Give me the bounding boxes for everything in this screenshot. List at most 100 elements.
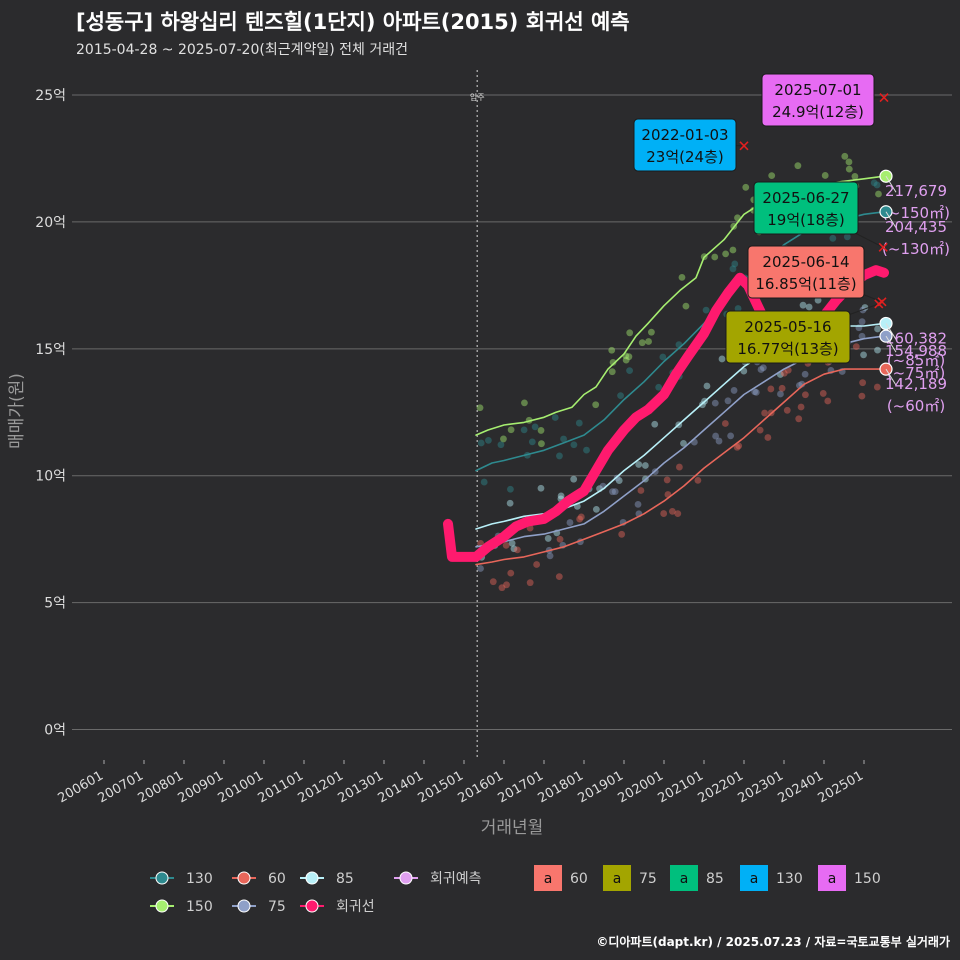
transaction-point: [759, 364, 767, 372]
chart-subtitle: 2015-04-28 ~ 2025-07-20(최근계약일) 전체 거래건: [76, 42, 408, 58]
transaction-point: [477, 565, 484, 572]
transaction-point: [730, 387, 738, 394]
grid: 입주: [72, 70, 952, 760]
legend-label: 75: [268, 899, 286, 915]
transaction-point: [507, 485, 514, 493]
legend-box-label: 130: [776, 871, 803, 887]
transaction-point: [660, 510, 668, 517]
legend-box-glyph: a: [828, 871, 837, 887]
x-tick-label: 201701: [496, 768, 546, 806]
transaction-point: [764, 434, 772, 441]
transaction-point: [537, 484, 545, 492]
transaction-point: [729, 246, 737, 254]
transaction-point: [500, 435, 507, 443]
callout-date: 2025-07-01: [774, 81, 861, 99]
transaction-point: [609, 488, 616, 496]
transaction-point: [575, 419, 583, 427]
transaction-point: [668, 507, 676, 515]
y-tick-label: 5억: [44, 596, 66, 612]
transaction-point: [858, 392, 866, 400]
transaction-point: [617, 392, 624, 400]
legend-box-label: 150: [854, 871, 881, 887]
record-x-mark: [878, 242, 888, 252]
transaction-point: [873, 181, 881, 189]
x-tick-label: 202001: [616, 768, 666, 806]
x-tick-label: 202101: [656, 768, 706, 806]
transaction-point: [622, 356, 630, 364]
legend-box-glyph: a: [613, 871, 622, 887]
transaction-point: [724, 397, 732, 405]
transaction-point: [645, 338, 652, 345]
transaction-point: [797, 403, 805, 411]
transaction-point: [526, 579, 534, 587]
transaction-point: [682, 302, 690, 310]
x-tick-label: 201801: [536, 768, 586, 806]
transaction-point: [851, 173, 859, 180]
transaction-point: [489, 578, 497, 586]
end-price-label: 204,435: [885, 218, 947, 236]
legend-label: 회귀선: [336, 899, 375, 915]
transaction-point: [859, 379, 867, 387]
x-tick-label: 201401: [376, 768, 426, 806]
transaction-point: [875, 190, 882, 198]
transaction-point: [845, 158, 853, 166]
transaction-point: [778, 384, 786, 392]
transaction-point: [858, 318, 866, 326]
legend-point-key: [305, 871, 319, 885]
callout-text: 16.77억(13층): [737, 340, 838, 358]
transaction-point: [555, 573, 563, 581]
transaction-point: [508, 539, 516, 547]
transaction-point: [538, 440, 545, 448]
transaction-point: [514, 546, 521, 554]
x-tick-label: 200701: [96, 768, 146, 806]
transaction-point: [608, 346, 616, 354]
transaction-point: [734, 305, 742, 312]
x-tick-label: 200901: [176, 768, 226, 806]
end-area-label: (~150㎡): [882, 204, 950, 222]
transaction-point: [556, 535, 564, 543]
callout-text: 16.85억(11층): [755, 275, 856, 293]
transaction-point: [615, 477, 623, 484]
y-tick-label: 25억: [35, 88, 66, 104]
transaction-point: [694, 476, 702, 484]
transaction-point: [592, 505, 600, 513]
legend: 130 60 85 회귀예측 150 75 회귀선 a 60 a 75 a 85 a 130 a 150: [150, 865, 881, 915]
transaction-point: [663, 476, 671, 484]
transaction-point: [618, 530, 626, 538]
transaction-point: [480, 478, 488, 486]
x-tick-label: 202301: [736, 768, 786, 806]
transaction-point: [742, 183, 750, 191]
transaction-point: [675, 463, 683, 471]
transaction-point: [498, 584, 506, 592]
transaction-point: [533, 561, 541, 568]
transaction-point: [794, 162, 802, 170]
transaction-point: [476, 404, 484, 412]
transaction-point: [814, 296, 822, 304]
x-tick-label: 201601: [456, 768, 506, 806]
callout-text: 19억(18층): [767, 211, 844, 229]
record-x-mark: [874, 299, 884, 309]
transaction-point: [860, 351, 867, 359]
callout-date: 2025-06-14: [762, 253, 849, 271]
transaction-point: [852, 343, 860, 350]
end-price-label: 154,988: [885, 342, 947, 360]
transaction-point: [647, 328, 655, 336]
x-tick-label: 201001: [216, 768, 266, 806]
transaction-point: [843, 233, 851, 241]
transaction-point: [761, 409, 769, 417]
legend-box-key: [534, 865, 562, 891]
transaction-point: [780, 369, 788, 377]
legend-label: 130: [186, 871, 213, 887]
transaction-point: [873, 383, 881, 391]
legend-point-key: [237, 871, 251, 885]
x-tick-label: 202401: [776, 768, 826, 806]
x-tick-label: 202201: [696, 768, 746, 806]
legend-label: 85: [336, 871, 354, 887]
record-x-mark: [879, 92, 889, 103]
legend-box-label: 75: [639, 871, 657, 887]
transaction-point: [592, 401, 600, 409]
callout-box: [633, 118, 737, 172]
transaction-point: [752, 388, 760, 396]
transaction-point: [625, 353, 633, 361]
